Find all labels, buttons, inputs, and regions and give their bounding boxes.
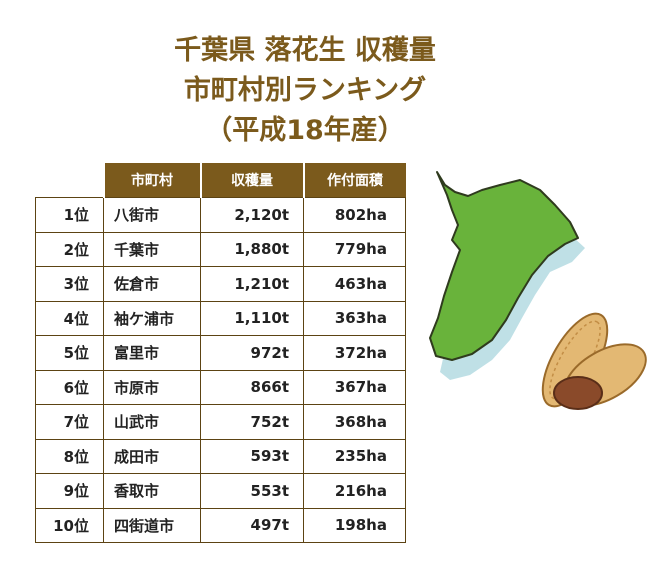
city-cell: 山武市	[103, 404, 201, 440]
rank-cell: 10位	[35, 507, 104, 543]
table-row: 2位 千葉市 1,880t 779ha	[35, 231, 406, 267]
city-cell: 四街道市	[103, 507, 201, 543]
rank-cell: 5位	[35, 335, 104, 371]
chiba-map	[429, 171, 579, 361]
harvest-cell: 1,210t	[200, 266, 304, 302]
header-cell: 市町村	[102, 163, 201, 198]
area-cell: 779ha	[303, 231, 406, 267]
city-cell: 八街市	[103, 197, 201, 233]
table-row: 3位 佐倉市 1,210t 463ha	[35, 266, 406, 302]
area-cell: 216ha	[303, 473, 406, 509]
rank-cell: 9位	[35, 473, 104, 509]
city-cell: 千葉市	[103, 231, 201, 267]
city-cell: 成田市	[103, 438, 201, 474]
table-row: 6位 市原市 866t 367ha	[35, 369, 406, 405]
table-row: 9位 香取市 553t 216ha	[35, 473, 406, 509]
table-row: 7位 山武市 752t 368ha	[35, 404, 406, 440]
city-cell: 富里市	[103, 335, 201, 371]
harvest-cell: 1,880t	[200, 231, 304, 267]
harvest-cell: 553t	[200, 473, 304, 509]
title: 市町村別ランキング	[183, 75, 427, 106]
area-cell: 367ha	[303, 369, 406, 405]
area-cell: 463ha	[303, 266, 406, 302]
header-cell: 収穫量	[199, 163, 304, 198]
header-cell: 作付面積	[302, 163, 406, 198]
harvest-cell: 2,120t	[200, 197, 304, 233]
harvest-cell: 1,110t	[200, 300, 304, 336]
map-shadow	[440, 200, 585, 380]
table-row: 10位 四街道市 497t 198ha	[35, 507, 406, 543]
harvest-cell: 752t	[200, 404, 304, 440]
title: 千葉県 落花生 収穫量	[174, 35, 436, 66]
area-cell: 198ha	[303, 507, 406, 543]
blank-cell	[36, 163, 104, 198]
table-row: 8位 成田市 593t 235ha	[35, 438, 406, 474]
area-cell: 372ha	[303, 335, 406, 371]
harvest-cell: 972t	[200, 335, 304, 371]
table-body: 1位 八街市 2,120t 802ha 2位 千葉市 1,880t 779ha 3位 佐倉市 1,2…	[35, 197, 406, 543]
rank-cell: 1位	[35, 197, 104, 233]
ranking-table: 市町村 収穫量 作付面積 1位 八街市 2,120t 802ha 2位 千葉市 1,880t 77…	[35, 163, 406, 543]
harvest-cell: 593t	[200, 438, 304, 474]
city-cell: 市原市	[103, 369, 201, 405]
area-cell: 363ha	[303, 300, 406, 336]
area-cell: 368ha	[303, 404, 406, 440]
header-row: 市町村 収穫量 作付面積	[36, 163, 406, 198]
city-cell: 袖ケ浦市	[103, 300, 201, 336]
area-cell: 235ha	[303, 438, 406, 474]
city-cell: 香取市	[103, 473, 201, 509]
table-row: 4位 袖ケ浦市 1,110t 363ha	[35, 300, 406, 336]
title: （平成18年産）	[205, 115, 405, 146]
rank-cell: 8位	[35, 438, 104, 474]
rank-cell: 4位	[35, 300, 104, 336]
city-cell: 佐倉市	[103, 266, 201, 302]
harvest-cell: 866t	[200, 369, 304, 405]
rank-cell: 7位	[35, 404, 104, 440]
harvest-cell: 497t	[200, 507, 304, 543]
rank-cell: 2位	[35, 231, 104, 267]
table-row: 5位 富里市 972t 372ha	[35, 335, 406, 371]
rank-cell: 3位	[35, 266, 104, 302]
rank-cell: 6位	[35, 369, 104, 405]
area-cell: 802ha	[303, 197, 406, 233]
table-row: 1位 八街市 2,120t 802ha	[35, 197, 406, 233]
peanuts	[541, 312, 647, 410]
